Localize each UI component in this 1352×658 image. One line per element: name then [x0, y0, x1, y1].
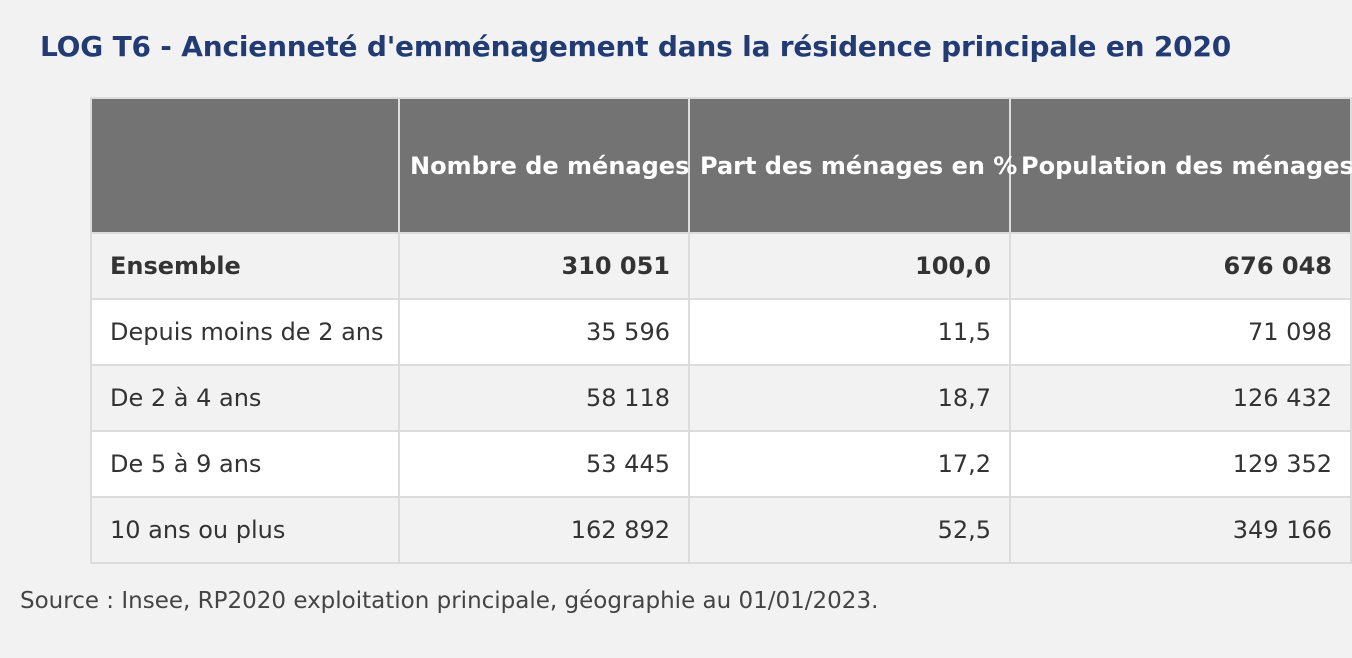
cell-part-menages: 52,5: [688, 496, 1011, 564]
data-table-container: Nombre de ménages Part des ménages en % …: [90, 97, 1352, 575]
cell-population-menages: 71 098: [1009, 298, 1352, 366]
header-cell-population-menages: Population des ménages: [1009, 97, 1352, 234]
table-row: De 5 à 9 ans 53 445 17,2 129 352: [90, 430, 1352, 498]
source-note: Source : Insee, RP2020 exploitation prin…: [20, 588, 879, 614]
cell-part-menages: 11,5: [688, 298, 1011, 366]
row-label: De 2 à 4 ans: [90, 364, 400, 432]
table-row: Ensemble 310 051 100,0 676 048: [90, 232, 1352, 300]
cell-population-menages: 676 048: [1009, 232, 1352, 300]
table-row: 10 ans ou plus 162 892 52,5 349 166: [90, 496, 1352, 564]
cell-nombre-menages: 35 596: [398, 298, 690, 366]
header-row: Nombre de ménages Part des ménages en % …: [90, 97, 1352, 234]
row-label: De 5 à 9 ans: [90, 430, 400, 498]
table-row: Depuis moins de 2 ans 35 596 11,5 71 098: [90, 298, 1352, 366]
header-cell-nombre-menages: Nombre de ménages: [398, 97, 690, 234]
cell-population-menages: 126 432: [1009, 364, 1352, 432]
cell-part-menages: 100,0: [688, 232, 1011, 300]
cell-population-menages: 129 352: [1009, 430, 1352, 498]
header-cell-label: [90, 97, 400, 234]
table-row: De 2 à 4 ans 58 118 18,7 126 432: [90, 364, 1352, 432]
row-label: 10 ans ou plus: [90, 496, 400, 564]
table-title: LOG T6 - Ancienneté d'emménagement dans …: [40, 30, 1232, 63]
cell-part-menages: 18,7: [688, 364, 1011, 432]
cell-nombre-menages: 310 051: [398, 232, 690, 300]
cell-nombre-menages: 162 892: [398, 496, 690, 564]
row-label: Ensemble: [90, 232, 400, 300]
cell-nombre-menages: 58 118: [398, 364, 690, 432]
row-label: Depuis moins de 2 ans: [90, 298, 400, 366]
header-cell-part-menages: Part des ménages en %: [688, 97, 1017, 234]
cell-population-menages: 349 166: [1009, 496, 1352, 564]
cell-nombre-menages: 53 445: [398, 430, 690, 498]
cell-part-menages: 17,2: [688, 430, 1011, 498]
data-table: Nombre de ménages Part des ménages en % …: [90, 97, 1352, 564]
